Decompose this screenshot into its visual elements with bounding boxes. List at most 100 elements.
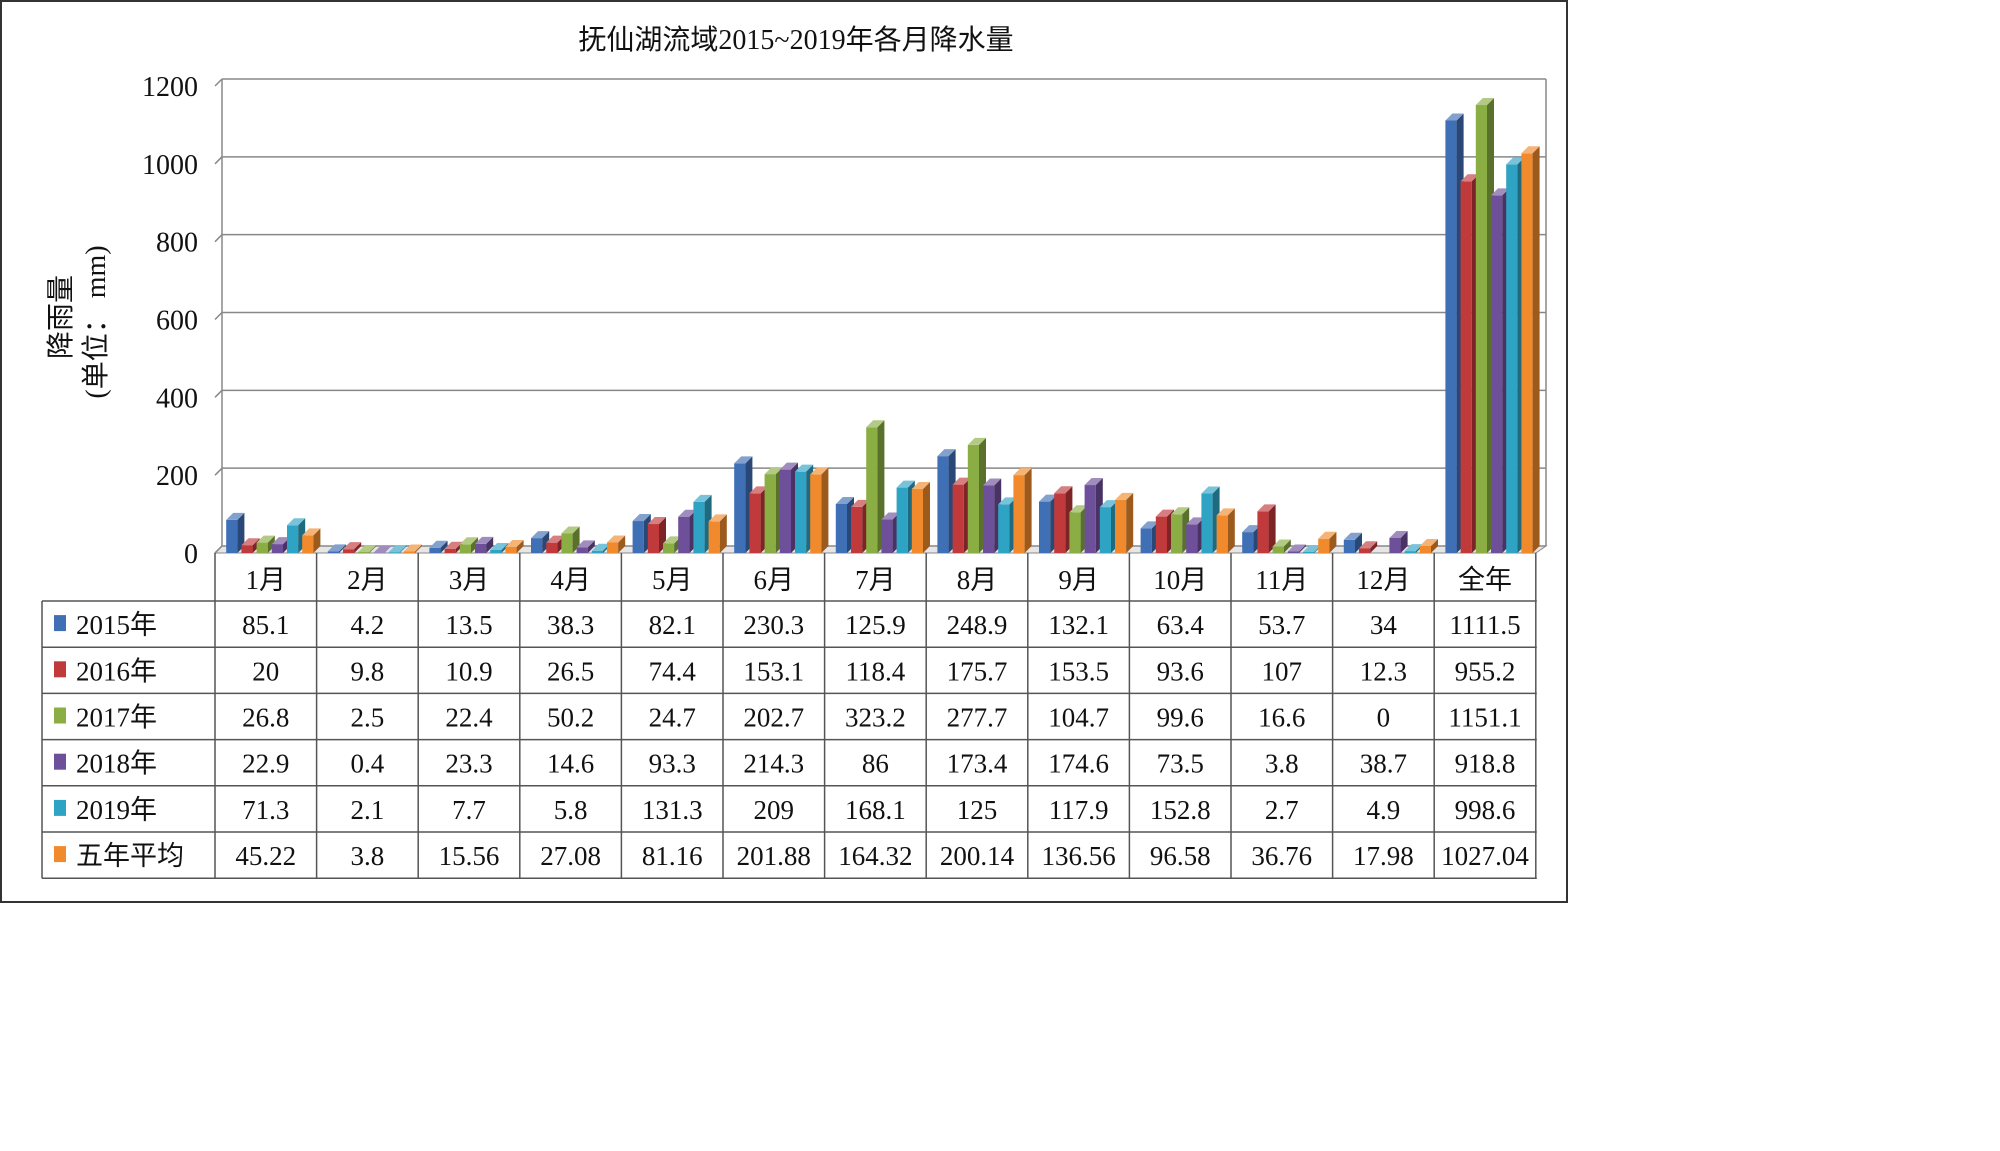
x-tick-label: 2月: [347, 565, 388, 595]
legend-label: 2018年: [76, 749, 157, 779]
legend-swatch: [54, 707, 66, 724]
table-cell: 24.7: [649, 703, 696, 733]
bar-front: [561, 533, 573, 553]
bar-front: [226, 519, 238, 553]
bar-front: [1521, 153, 1533, 553]
bar-front: [591, 550, 603, 553]
bar-front: [810, 474, 822, 553]
x-tick-label: 11月: [1255, 565, 1308, 595]
table-cell: 38.7: [1360, 749, 1407, 779]
x-tick-label: 6月: [754, 565, 795, 595]
bar-top: [911, 482, 930, 490]
bar-front: [1039, 501, 1051, 553]
bar-top: [983, 478, 1002, 486]
bar-front: [749, 493, 761, 553]
bar: [327, 544, 346, 553]
table-cell: 118.4: [846, 656, 906, 686]
table-cell: 153.1: [743, 656, 804, 686]
table-cell: 200.14: [940, 841, 1015, 871]
bar-top: [373, 545, 392, 553]
bar-front: [734, 463, 746, 553]
bar-top: [1318, 531, 1337, 539]
table-cell: 998.6: [1455, 795, 1516, 825]
bar-top: [1171, 507, 1190, 515]
bar: [607, 535, 626, 553]
bar-top: [505, 539, 524, 547]
bar-front: [1069, 512, 1081, 553]
bar-top: [1201, 486, 1220, 494]
y-tick-label: 400: [156, 383, 198, 414]
bar-front: [1242, 532, 1254, 553]
table-cell: 71.3: [242, 795, 289, 825]
bar-top: [967, 437, 986, 445]
bar-top: [1343, 532, 1362, 540]
bar-side: [618, 535, 626, 553]
bar-side: [1126, 492, 1134, 553]
bar-front: [896, 487, 908, 553]
bar: [1115, 492, 1134, 553]
bar-front: [444, 548, 456, 553]
bar-top: [1140, 521, 1159, 529]
bar-side: [237, 512, 245, 553]
bar-top: [881, 512, 900, 520]
bar-top: [1039, 494, 1058, 502]
x-tick-label: 3月: [449, 565, 490, 595]
bar: [1216, 508, 1235, 553]
bar: [373, 545, 392, 553]
table-cell: 22.9: [242, 749, 289, 779]
bar: [911, 482, 930, 553]
bar-top: [561, 526, 580, 534]
bar-top: [779, 462, 798, 470]
table-cell: 125: [957, 795, 998, 825]
table-cell: 13.5: [445, 610, 492, 640]
table-cell: 93.6: [1157, 656, 1204, 686]
bar-front: [302, 535, 314, 553]
table-cell: 45.22: [235, 841, 296, 871]
bar-front: [779, 469, 791, 553]
table-cell: 202.7: [743, 703, 804, 733]
table-cell: 3.8: [351, 841, 385, 871]
bar-front: [998, 504, 1010, 553]
bar-top: [1242, 525, 1261, 533]
bar-side: [587, 540, 595, 553]
bar: [429, 540, 448, 553]
x-tick-label: 10月: [1153, 565, 1207, 595]
bar: [388, 545, 407, 553]
bar-side: [821, 467, 829, 553]
table-cell: 14.6: [547, 749, 594, 779]
bar-top: [851, 499, 870, 507]
table-cell: 201.88: [737, 841, 811, 871]
bar-front: [241, 545, 253, 553]
bar-front: [663, 543, 675, 553]
table-cell: 164.32: [838, 841, 912, 871]
bar-top: [678, 509, 697, 517]
bar-top: [1404, 544, 1423, 552]
bar-top: [734, 456, 753, 464]
bar-top: [1099, 500, 1118, 508]
bar-front: [475, 543, 487, 553]
bar-front: [358, 552, 370, 553]
x-tick-label: 9月: [1058, 565, 1099, 595]
table-cell: 12.3: [1360, 656, 1407, 686]
bar-front: [881, 519, 893, 553]
bar-side: [719, 514, 727, 553]
bars: [226, 98, 1540, 554]
bar-side: [1227, 508, 1235, 553]
bar-top: [490, 543, 509, 551]
bar-top: [663, 536, 682, 544]
bar: [708, 514, 727, 553]
table-cell: 26.5: [547, 656, 594, 686]
bar: [256, 535, 275, 553]
y-tick-label: 1000: [142, 150, 198, 181]
table-cell: 15.56: [439, 841, 500, 871]
bar-top: [576, 540, 595, 548]
legend-label: 2019年: [76, 795, 157, 825]
bar-top: [1084, 478, 1103, 486]
bar-front: [1257, 511, 1269, 553]
bar-top: [403, 544, 422, 552]
bar-side: [339, 544, 346, 553]
bar-front: [1216, 515, 1228, 553]
bar-top: [1155, 509, 1174, 517]
bar-side: [384, 545, 392, 553]
bar-top: [708, 514, 727, 522]
